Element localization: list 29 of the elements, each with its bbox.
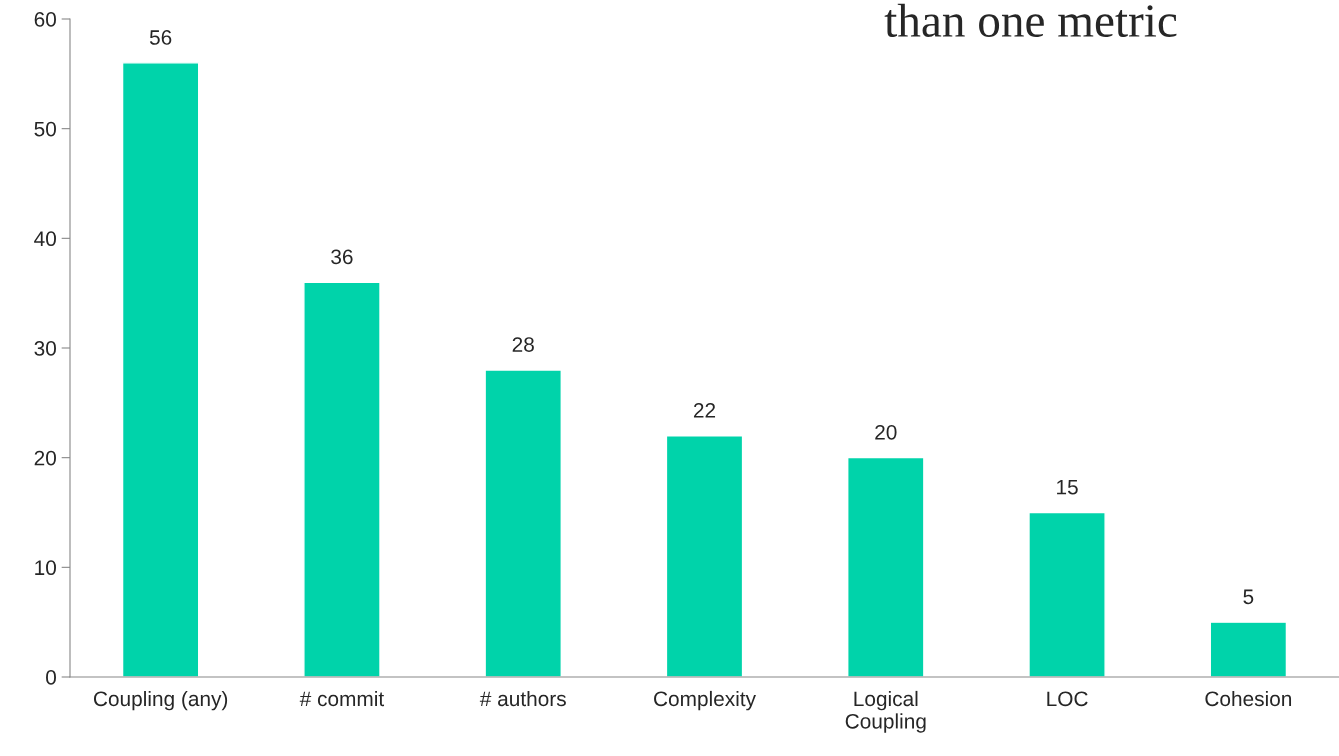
data-label: 22 <box>693 402 716 418</box>
y-tick-label: 60 <box>34 12 56 27</box>
data-label: 5 <box>1243 589 1254 605</box>
data-label: 36 <box>331 249 353 265</box>
annotation: than one metric <box>884 3 1177 38</box>
x-tick-label: Coupling (any) <box>93 690 228 711</box>
y-tick-label: 20 <box>34 450 56 466</box>
x-tick-label: LOC <box>1047 691 1088 707</box>
x-tick-label: # commit <box>299 690 385 707</box>
y-tick-label: 50 <box>34 121 56 137</box>
data-label: 28 <box>512 337 534 352</box>
y-tick-label: 30 <box>34 341 56 356</box>
data-label: 15 <box>1057 479 1078 495</box>
bar <box>1028 511 1106 677</box>
x-tick-label: Cohesion <box>1205 690 1292 707</box>
y-tick-label: 40 <box>34 231 56 247</box>
x-tick-label: # authors <box>479 690 566 707</box>
bar <box>1209 621 1288 677</box>
y-tick-label: 0 <box>46 670 56 685</box>
bar <box>303 281 381 677</box>
bar <box>484 369 562 677</box>
y-tick-label: 10 <box>35 560 56 576</box>
x-tick-label: Logical Coupling <box>845 690 926 733</box>
x-tick-label: Complexity <box>654 690 756 711</box>
bar <box>665 435 744 677</box>
bar <box>121 62 200 677</box>
bar <box>847 456 925 677</box>
data-label: 56 <box>149 30 172 45</box>
data-label: 20 <box>875 424 897 440</box>
